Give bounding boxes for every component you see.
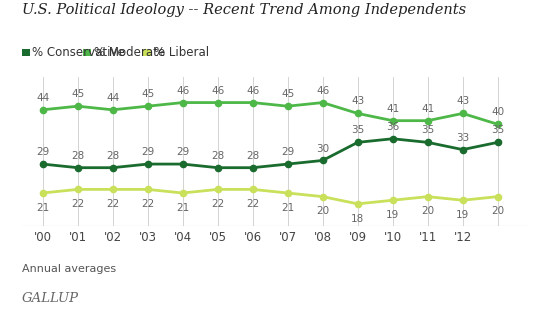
- Text: 46: 46: [211, 86, 224, 95]
- Text: 44: 44: [36, 93, 49, 103]
- Text: 21: 21: [281, 203, 294, 213]
- Text: 21: 21: [36, 203, 49, 213]
- Text: 41: 41: [386, 104, 399, 114]
- Text: 22: 22: [211, 199, 224, 209]
- Text: Annual averages: Annual averages: [22, 264, 116, 274]
- Text: 35: 35: [491, 125, 504, 135]
- Text: 22: 22: [106, 199, 119, 209]
- Text: 19: 19: [456, 210, 469, 220]
- Text: 29: 29: [176, 147, 189, 157]
- Text: 45: 45: [71, 89, 84, 99]
- Text: 41: 41: [421, 104, 434, 114]
- Text: 36: 36: [386, 122, 399, 132]
- Text: 18: 18: [351, 214, 364, 224]
- Text: 29: 29: [141, 147, 154, 157]
- Text: 20: 20: [491, 206, 504, 216]
- Text: 28: 28: [211, 151, 224, 161]
- Text: 28: 28: [71, 151, 84, 161]
- Text: 46: 46: [316, 86, 329, 95]
- Text: 45: 45: [281, 89, 294, 99]
- Text: 30: 30: [316, 143, 329, 154]
- Text: % Moderate: % Moderate: [94, 46, 165, 59]
- Text: 43: 43: [351, 96, 364, 107]
- Text: 40: 40: [491, 107, 504, 117]
- Text: 35: 35: [421, 125, 434, 135]
- Text: 28: 28: [106, 151, 119, 161]
- Text: % Conservative: % Conservative: [32, 46, 125, 59]
- Text: 46: 46: [246, 86, 259, 95]
- Text: 29: 29: [36, 147, 49, 157]
- Text: 35: 35: [351, 125, 364, 135]
- Text: 20: 20: [421, 206, 434, 216]
- Text: 22: 22: [141, 199, 154, 209]
- Text: 44: 44: [106, 93, 119, 103]
- Text: 46: 46: [176, 86, 189, 95]
- Text: GALLUP: GALLUP: [22, 292, 79, 305]
- Text: 21: 21: [176, 203, 189, 213]
- Text: 43: 43: [456, 96, 469, 107]
- Text: 20: 20: [316, 206, 329, 216]
- Text: 29: 29: [281, 147, 294, 157]
- Text: 33: 33: [456, 133, 469, 143]
- Text: % Liberal: % Liberal: [154, 46, 209, 59]
- Text: 28: 28: [246, 151, 259, 161]
- Text: 22: 22: [246, 199, 259, 209]
- Text: 45: 45: [141, 89, 154, 99]
- Text: 22: 22: [71, 199, 84, 209]
- Text: 19: 19: [386, 210, 399, 220]
- Text: U.S. Political Ideology -- Recent Trend Among Independents: U.S. Political Ideology -- Recent Trend …: [22, 3, 465, 17]
